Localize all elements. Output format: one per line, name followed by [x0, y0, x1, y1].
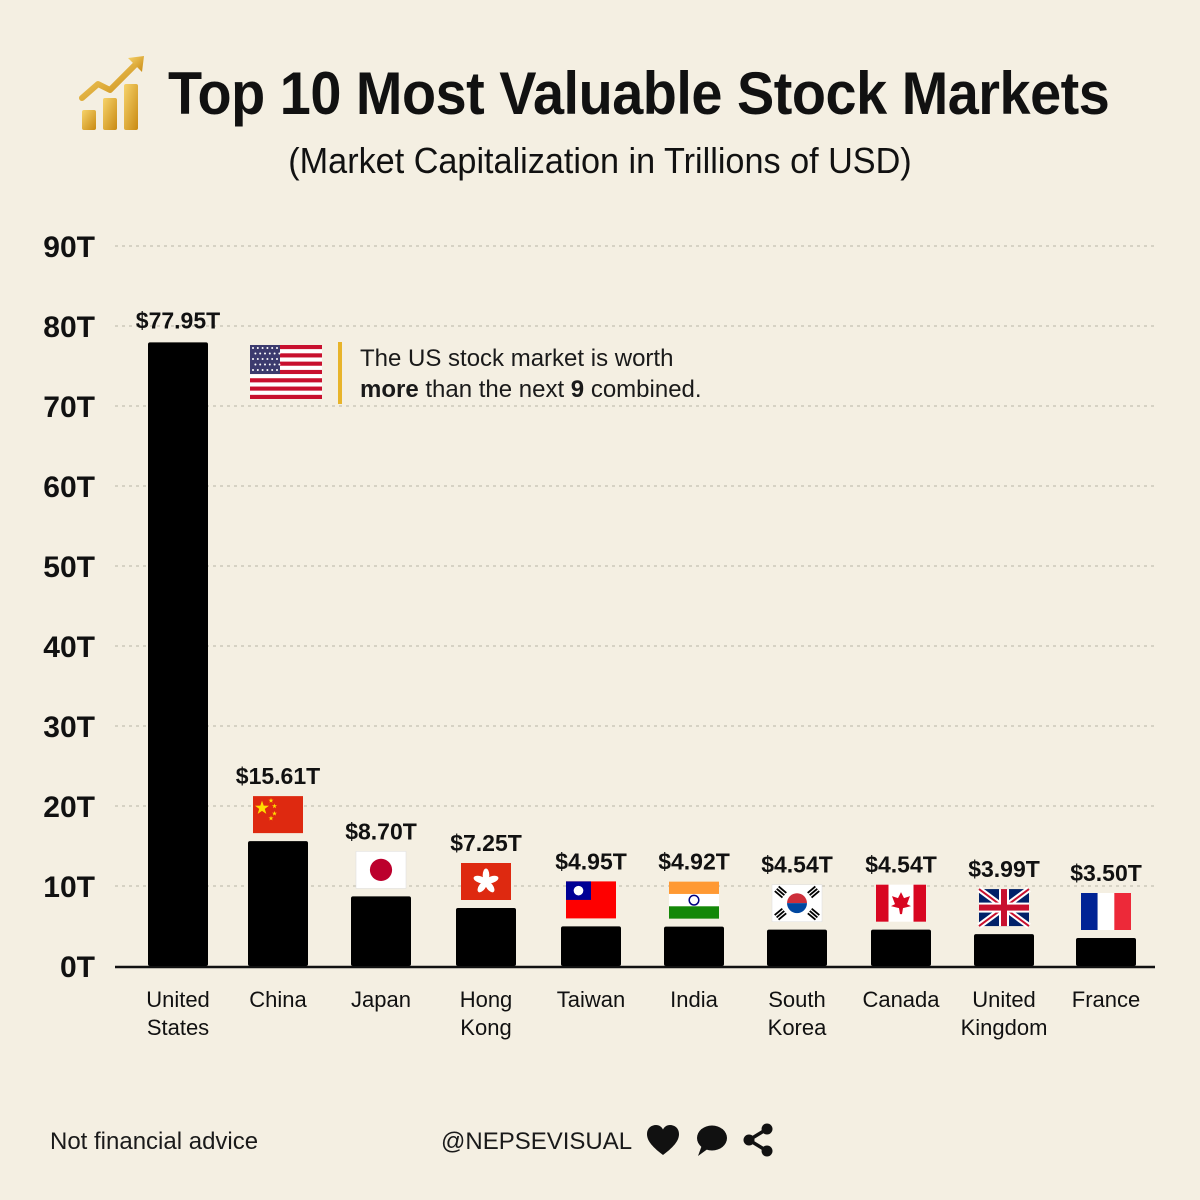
- bar: [148, 342, 208, 966]
- y-tick-label: 50T: [43, 551, 95, 584]
- bar-group-tw: $4.95T Taiwan: [555, 848, 627, 1012]
- bar: [561, 926, 621, 966]
- y-tick-label: 0T: [60, 951, 95, 984]
- x-tick-label: France: [1072, 987, 1140, 1012]
- x-tick-label: Taiwan: [557, 987, 625, 1012]
- y-tick-label: 80T: [43, 311, 95, 344]
- social-actions: [645, 1122, 775, 1158]
- page-title: Top 10 Most Valuable Stock Markets: [168, 59, 1110, 127]
- x-tick-label: Canada: [862, 987, 940, 1012]
- y-tick-label: 10T: [43, 871, 95, 904]
- data-label: $3.99T: [968, 856, 1040, 882]
- ca-flag-icon: [876, 884, 926, 922]
- bar: [351, 896, 411, 966]
- callout-text: The US stock market is worth more than t…: [360, 343, 702, 405]
- data-label: $7.25T: [450, 830, 522, 856]
- x-tick-label: Kong: [460, 1015, 511, 1040]
- x-tick-label: Hong: [460, 987, 513, 1012]
- bar-group-cn: $15.61T China: [236, 763, 320, 1012]
- y-tick-label: 20T: [43, 791, 95, 824]
- header: Top 10 Most Valuable Stock Markets (Mark…: [0, 0, 1200, 200]
- data-label: $15.61T: [236, 763, 320, 789]
- bar-group-ca: $4.54T Canada: [862, 852, 940, 1012]
- bar: [974, 934, 1034, 966]
- fr-flag-icon: [1081, 893, 1131, 930]
- page-subtitle: (Market Capitalization in Trillions of U…: [288, 140, 912, 181]
- callout-accent-bar: [338, 342, 342, 404]
- x-tick-label: United: [972, 987, 1036, 1012]
- hk-flag-icon: [461, 863, 511, 900]
- x-tick-label: India: [670, 987, 718, 1012]
- y-tick-label: 60T: [43, 471, 95, 504]
- comment-icon[interactable]: [693, 1123, 729, 1157]
- callout-line-1: The US stock market is worth: [360, 345, 674, 372]
- bar-group-us: $77.95T United States: [136, 307, 220, 1040]
- in-flag-icon: [669, 881, 719, 919]
- bar-group-fr: $3.50T France: [1070, 860, 1142, 1012]
- title-row: Top 10 Most Valuable Stock Markets: [78, 52, 1180, 134]
- bar: [664, 926, 724, 966]
- bar: [1076, 938, 1136, 966]
- y-tick-label: 30T: [43, 711, 95, 744]
- callout-bold-more: more: [360, 376, 419, 403]
- x-tick-label: Kingdom: [961, 1015, 1048, 1040]
- us-flag-icon: [250, 345, 322, 399]
- data-label: $77.95T: [136, 307, 220, 333]
- x-tick-label: Japan: [351, 987, 411, 1012]
- disclaimer: Not financial advice: [50, 1128, 259, 1155]
- x-tick-label: Korea: [768, 1015, 827, 1040]
- bar-group-hk: $7.25T Hong Kong: [450, 830, 522, 1040]
- callout-mid: than the next: [418, 376, 571, 403]
- x-tick-label: South: [768, 987, 826, 1012]
- bar: [767, 929, 827, 966]
- x-tick-label: States: [147, 1015, 209, 1040]
- bar: [456, 908, 516, 966]
- kr-flag-icon: [771, 884, 823, 922]
- jp-flag-icon: [355, 851, 407, 889]
- callout-bold-nine: 9: [570, 376, 585, 403]
- share-icon[interactable]: [741, 1122, 775, 1158]
- data-label: $3.50T: [1070, 860, 1142, 886]
- tw-flag-icon: [566, 881, 616, 919]
- social-handle[interactable]: @NEPSEVISUAL: [441, 1128, 633, 1155]
- callout-end: combined.: [584, 376, 702, 403]
- bar-group-gb: $3.99T United Kingdom: [961, 856, 1048, 1040]
- heart-icon[interactable]: [645, 1123, 681, 1157]
- bar-group-in: $4.92T India: [658, 849, 730, 1012]
- rising-chart-icon: [79, 56, 144, 130]
- bar-group-kr: $4.54T South Korea: [761, 852, 833, 1040]
- callout-line-2: more than the next 9 combined.: [360, 374, 702, 405]
- x-tick-label: United: [146, 987, 210, 1012]
- data-label: $4.92T: [658, 849, 730, 875]
- bar-group-jp: $8.70T Japan: [345, 818, 417, 1012]
- data-label: $8.70T: [345, 818, 417, 844]
- bar: [871, 929, 931, 966]
- data-label: $4.54T: [865, 852, 937, 878]
- bar: [248, 841, 308, 966]
- y-tick-label: 70T: [43, 391, 95, 424]
- data-label: $4.54T: [761, 852, 833, 878]
- cn-flag-icon: [253, 796, 303, 834]
- gb-flag-icon: [977, 886, 1031, 929]
- y-tick-label: 90T: [43, 231, 95, 264]
- y-tick-label: 40T: [43, 631, 95, 664]
- x-tick-label: China: [249, 987, 307, 1012]
- data-label: $4.95T: [555, 848, 627, 874]
